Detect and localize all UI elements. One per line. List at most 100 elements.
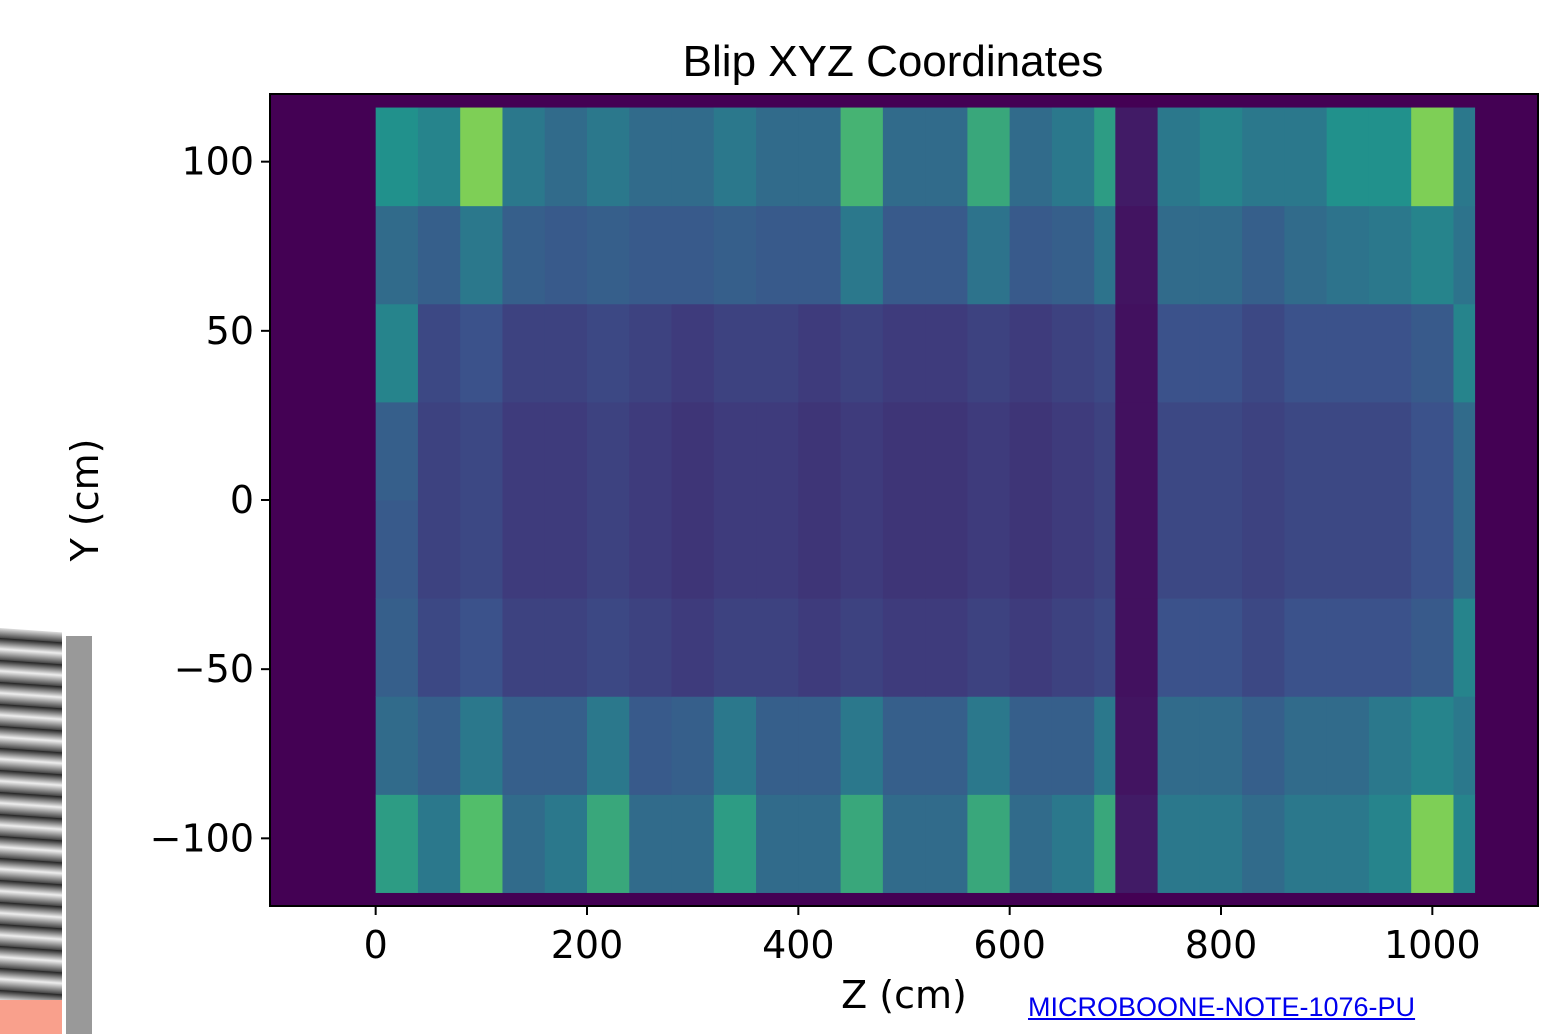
heatmap-cell	[882, 794, 926, 893]
heatmap-cell	[840, 303, 884, 403]
heatmap-cell	[967, 303, 1011, 403]
heatmap-cell	[417, 696, 461, 795]
heatmap-cell	[1284, 500, 1328, 599]
y-tick-label: 0	[230, 478, 254, 522]
heatmap-cell	[840, 500, 884, 599]
heatmap-cell	[1157, 696, 1201, 795]
y-tick-label: 50	[206, 309, 254, 353]
heatmap-cell	[1157, 500, 1201, 599]
background-decoration	[0, 628, 92, 1034]
heatmap-cell	[460, 401, 503, 501]
x-tick-label: 400	[762, 923, 835, 967]
heatmap-cell	[629, 696, 673, 795]
heatmap-cell	[671, 500, 715, 599]
heatmap-cell	[417, 205, 461, 305]
heatmap-cell	[1326, 205, 1370, 305]
heatmap-cell	[1284, 401, 1328, 501]
heatmap-cell	[1094, 205, 1116, 305]
heatmap-cell	[544, 794, 588, 893]
heatmap-cell	[1199, 794, 1243, 893]
heatmap-cell	[925, 205, 968, 305]
heatmap-cell	[798, 401, 842, 501]
heatmap-cell	[967, 107, 1011, 207]
heatmap-cell	[1009, 107, 1053, 207]
heatmap-cell	[1284, 205, 1328, 305]
heatmap-cell	[1242, 794, 1285, 893]
x-axis-label: Z (cm)	[841, 973, 967, 1017]
heatmap-cell	[1094, 598, 1116, 697]
heatmap-cell	[1411, 500, 1454, 599]
heatmap-cell	[1157, 205, 1201, 305]
heatmap-cell	[1199, 205, 1243, 305]
heatmap-cell	[502, 696, 546, 795]
heatmap-cell	[925, 696, 968, 795]
heatmap-cell	[1094, 107, 1116, 207]
heatmap-cell	[417, 500, 461, 599]
heatmap-cell	[1411, 598, 1454, 697]
heatmap-cell	[882, 696, 926, 795]
heatmap-cell	[1009, 598, 1053, 697]
y-axis-label: Y (cm)	[63, 439, 107, 563]
heatmap-cell	[1326, 401, 1370, 501]
heatmap-cell	[925, 401, 968, 501]
heatmap-cell	[1453, 303, 1476, 403]
y-tick-label: −100	[150, 816, 254, 860]
heatmap-cell	[417, 794, 461, 893]
heatmap-cell	[587, 500, 630, 599]
heatmap-cell	[1094, 794, 1116, 893]
heatmap-cell	[587, 205, 630, 305]
heatmap-cell	[671, 107, 715, 207]
heatmap-cell	[1453, 794, 1476, 893]
heatmap-cell	[713, 205, 757, 305]
heatmap-cell	[882, 205, 926, 305]
heatmap-cell	[1115, 500, 1159, 599]
heatmap-cell	[756, 107, 799, 207]
heatmap-cell	[1199, 500, 1243, 599]
heatmap-cell	[375, 500, 419, 599]
heatmap-cell	[1368, 401, 1412, 501]
heatmap-cell	[587, 794, 630, 893]
heatmap-cell	[1051, 107, 1095, 207]
heatmap-cell	[417, 598, 461, 697]
heatmap-cell	[713, 598, 757, 697]
x-tick-label: 200	[551, 923, 624, 967]
heatmap-cell	[1051, 303, 1095, 403]
heatmap-cell	[713, 401, 757, 501]
y-tick-label: 100	[181, 140, 254, 184]
heatmap-cell	[756, 205, 799, 305]
heatmap-cell	[925, 598, 968, 697]
heatmap-cell	[1284, 696, 1328, 795]
heatmap-cell	[1242, 303, 1285, 403]
heatmap-cell	[1094, 500, 1116, 599]
heatmap-cell	[671, 205, 715, 305]
heatmap-cell	[1284, 303, 1328, 403]
heatmap-cell	[967, 696, 1011, 795]
heatmap-cell	[1368, 303, 1412, 403]
heatmap-cell	[756, 794, 799, 893]
heatmap-cell	[798, 500, 842, 599]
heatmap-cell	[375, 401, 419, 501]
heatmap-cell	[544, 696, 588, 795]
heatmap-cell	[1242, 598, 1285, 697]
heatmap-cell	[1326, 303, 1370, 403]
heatmap-cell	[1009, 303, 1053, 403]
heatmap-cell	[713, 107, 757, 207]
heatmap-cell	[375, 794, 419, 893]
heatmap-cell	[882, 303, 926, 403]
heatmap-cell	[840, 598, 884, 697]
heatmap-cell	[713, 303, 757, 403]
heatmap-cell	[798, 303, 842, 403]
heatmap-cell	[1284, 598, 1328, 697]
heatmap-cell	[1453, 696, 1476, 795]
heatmap-cell	[1368, 107, 1412, 207]
heatmap-cell	[1199, 598, 1243, 697]
heatmap-cell	[375, 107, 419, 207]
heatmap-cell	[840, 794, 884, 893]
heatmap-cell	[1368, 696, 1412, 795]
heatmap-cell	[882, 107, 926, 207]
heatmap-cell	[1199, 303, 1243, 403]
heatmap-cell	[1368, 500, 1412, 599]
source-link[interactable]: MICROBOONE-NOTE-1076-PU	[1028, 992, 1416, 1022]
